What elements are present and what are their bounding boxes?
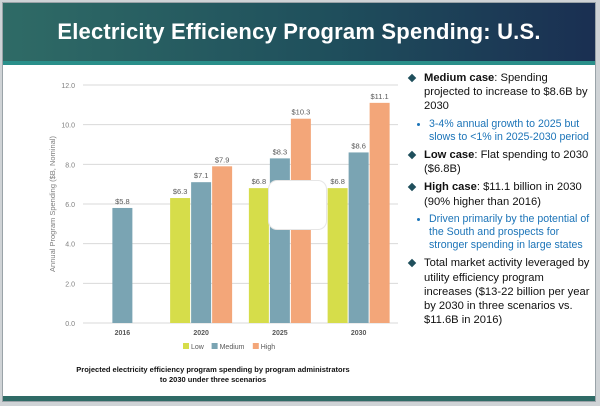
data-label: $6.8: [252, 177, 267, 186]
chart-caption: Projected electricity efficiency program…: [63, 365, 363, 385]
bar-low-2025: [248, 188, 269, 323]
y-tick-label: 10.0: [61, 123, 75, 130]
bullet-text: : $11.1 billion in 2030 (90% higher than…: [424, 181, 582, 208]
data-label: $7.1: [194, 171, 209, 180]
bar-medium-2030: [348, 152, 369, 323]
bar-high-2030: [369, 102, 390, 323]
slide-title: Electricity Efficiency Program Spending:…: [57, 19, 541, 44]
bar-medium-2016: [112, 207, 133, 323]
bullet-high-case: High case: $11.1 billion in 2030 (90% hi…: [407, 180, 593, 208]
legend-label-high: High: [261, 344, 276, 351]
legend-swatch-medium: [211, 343, 218, 349]
data-label: $6.3: [173, 187, 188, 196]
bar-low-2030: [327, 188, 348, 323]
y-tick-label: 0.0: [65, 321, 75, 328]
legend-label-medium: Medium: [220, 344, 245, 351]
diamond-bullet-icon: [407, 150, 417, 160]
blank-callout-box: [269, 181, 326, 229]
sub-bullet-high-drivers: Driven primarily by the potential of the…: [407, 213, 593, 253]
legend-label-low: Low: [191, 344, 205, 351]
diamond-bullet-icon: [407, 259, 417, 268]
data-label: $7.9: [215, 155, 230, 164]
bullet-text: : Spending projected to increase to $8.6…: [424, 72, 588, 113]
chart-caption-line-1: Projected electricity efficiency program…: [76, 365, 350, 374]
diamond-bullet-icon: [407, 73, 417, 83]
sub-bullet-text: 3-4% annual growth to 2025 but slows to …: [429, 117, 589, 143]
bullet-low-case: Low case: Flat spending to 2030 ($6.8B): [407, 148, 593, 176]
bullet-lead: Low case: [424, 149, 475, 162]
legend-swatch-low: [183, 343, 189, 349]
y-tick-label: 6.0: [65, 202, 75, 209]
bullet-medium-case: Medium case: Spending projected to incre…: [407, 71, 593, 114]
bullet-text: : Flat spending to 2030 ($6.8B): [424, 149, 589, 176]
title-bar: Electricity Efficiency Program Spending:…: [3, 3, 595, 65]
bottom-accent-bar: [3, 396, 595, 401]
x-tick-label: 2025: [272, 330, 288, 337]
y-tick-label: 12.0: [61, 83, 75, 90]
bullet-lead: High case: [424, 181, 477, 194]
y-tick-label: 8.0: [65, 162, 75, 169]
spending-bar-chart: 0.0 2.0 4.0 6.0 8.0 10.0 12.0 Annual Program Sp…: [48, 83, 398, 351]
data-label: $11.1: [371, 92, 389, 101]
legend-swatch-high: [252, 343, 259, 349]
data-label: $8.3: [273, 147, 288, 156]
chart-caption-line-2: to 2030 under three scenarios: [159, 375, 267, 384]
x-tick-label: 2020: [193, 330, 209, 337]
bar-low-2020: [170, 198, 191, 323]
sub-bullet-medium-growth: 3-4% annual growth to 2025 but slows to …: [407, 118, 593, 144]
data-label: $5.8: [115, 197, 130, 206]
bar-high-2020: [212, 166, 233, 323]
data-label: $6.8: [330, 177, 345, 186]
diamond-bullet-icon: [407, 183, 417, 192]
y-tick-label: 4.0: [65, 242, 75, 249]
data-label: $10.3: [291, 108, 310, 117]
dot-bullet-icon: [417, 122, 420, 126]
bar-medium-2020: [191, 182, 212, 323]
bullet-list: Medium case: Spending projected to incre…: [407, 71, 593, 331]
bullet-lead: Medium case: [424, 72, 495, 84]
title-accent-line: [3, 61, 595, 65]
y-axis-label: Annual Program Spending ($B, Nominal): [48, 136, 57, 272]
x-tick-label: 2016: [115, 330, 131, 337]
sub-bullet-text: Driven primarily by the potential of the…: [429, 212, 590, 252]
slide: Electricity Efficiency Program Spending:…: [2, 2, 596, 402]
x-tick-label: 2030: [351, 330, 367, 337]
data-label: $8.6: [351, 141, 366, 150]
dot-bullet-icon: [417, 217, 420, 221]
y-tick-label: 2.0: [65, 281, 75, 288]
bullet-total-market: Total market activity leveraged by utili…: [407, 256, 593, 327]
bullet-text: Total market activity leveraged by utili…: [424, 257, 590, 327]
